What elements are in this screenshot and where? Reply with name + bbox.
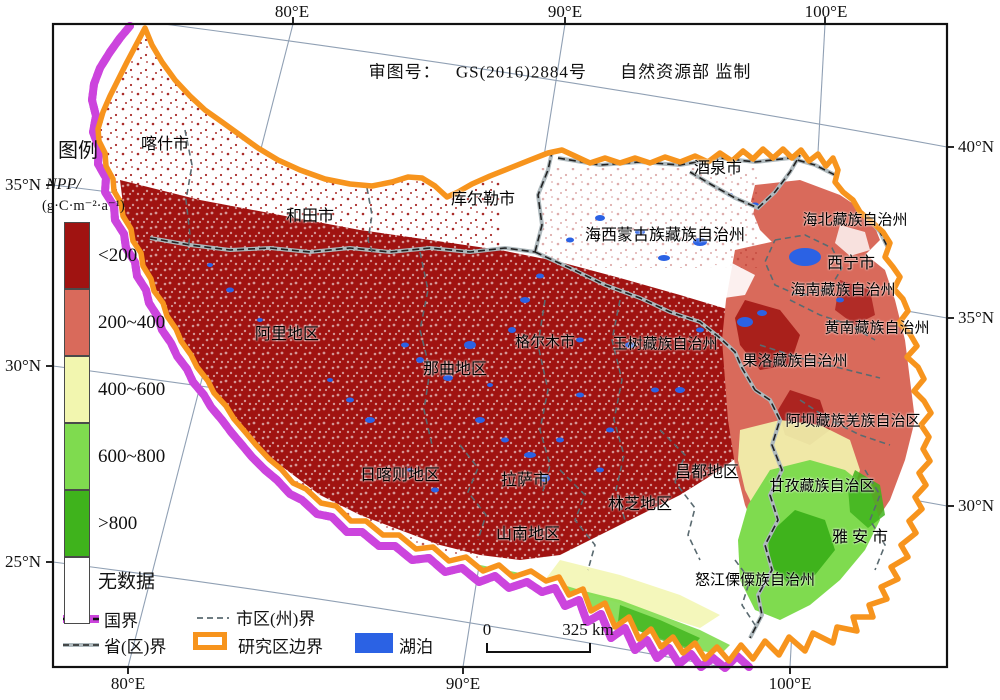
label-geermu: 格尔木市 xyxy=(514,334,576,351)
axis-bottom-80e: 80°E xyxy=(110,674,146,693)
national-boundary-label: 国界 xyxy=(104,611,138,631)
legend-label-400-600: 400~600 xyxy=(98,379,166,400)
legend-label-lt200: <200 xyxy=(98,245,138,266)
label-changdu: 昌都地区 xyxy=(674,464,740,481)
national-boundary-line xyxy=(88,22,753,672)
legend-swatch-nodata xyxy=(64,557,90,624)
label-lasa: 拉萨市 xyxy=(500,472,550,489)
scale-start: 0 xyxy=(482,620,492,639)
label-hetian: 和田市 xyxy=(285,208,335,225)
scale-bar xyxy=(486,643,591,653)
publisher: 自然资源部 监制 xyxy=(620,62,752,82)
label-ganzi: 甘孜藏族自治区 xyxy=(769,478,875,495)
scale-end: 325 km xyxy=(562,620,614,639)
axis-left-25n: 25°N xyxy=(4,552,42,571)
approval-label: 审图号： xyxy=(368,62,441,82)
label-haibei: 海北藏族自治州 xyxy=(802,212,908,229)
axis-bottom-100e: 100°E xyxy=(768,674,812,693)
axis-top-90e: 90°E xyxy=(547,2,583,21)
legend-npp-label: NPP/ xyxy=(46,176,81,193)
legend-swatch-400-600 xyxy=(64,356,90,423)
label-jiuquan: 酒泉市 xyxy=(693,160,743,177)
label-shannan: 山南地区 xyxy=(495,526,561,543)
prefecture-boundary-label: 市区(州)界 xyxy=(236,609,316,629)
legend-swatch-lt200 xyxy=(64,222,90,289)
label-kuerle: 库尔勒市 xyxy=(450,191,516,208)
lakes xyxy=(207,193,844,493)
legend-title: 图例 xyxy=(58,140,98,162)
axis-top-80e: 80°E xyxy=(274,2,310,21)
legend-npp-unit: (g·C·m⁻²·a⁻¹) xyxy=(42,198,125,214)
label-hainan: 海南藏族自治州 xyxy=(790,282,896,299)
legend-swatch-200-400 xyxy=(64,289,90,356)
label-linzhi: 林芝地区 xyxy=(607,496,673,513)
lake-swatch xyxy=(355,633,393,653)
axis-left-35n: 35°N xyxy=(4,175,42,194)
label-nujiang: 怒江傈僳族自治州 xyxy=(694,572,816,589)
legend-swatch-600-800 xyxy=(64,423,90,490)
label-naqu: 那曲地区 xyxy=(422,361,488,378)
axis-bottom-90e: 90°E xyxy=(445,674,481,693)
axis-right-30n: 30°N xyxy=(957,496,995,515)
lake-label: 湖泊 xyxy=(399,637,433,657)
axis-top-100e: 100°E xyxy=(804,2,848,21)
label-rikaze: 日喀则地区 xyxy=(359,467,441,484)
approval-number: GS(2016)2884号 xyxy=(455,62,587,82)
axis-left-30n: 30°N xyxy=(4,356,42,375)
legend-label-600-800: 600~800 xyxy=(98,446,166,467)
approval-note: 审图号： GS(2016)2884号 自然资源部 监制 xyxy=(369,58,762,83)
axis-right-40n: 40°N xyxy=(957,137,995,156)
legend-label-nodata: 无数据 xyxy=(98,571,156,593)
study-area-swatch xyxy=(193,632,227,650)
legend-swatch-gt800 xyxy=(64,490,90,557)
axis-right-35n: 35°N xyxy=(957,308,995,327)
study-area-boundary xyxy=(95,25,934,664)
legend-label-gt800: >800 xyxy=(98,513,138,534)
label-haixi: 海西蒙古族藏族自治州 xyxy=(584,227,746,244)
label-yaan: 雅安市 xyxy=(831,529,893,546)
label-ali: 阿里地区 xyxy=(254,326,320,343)
province-boundary-label: 省(区)界 xyxy=(104,637,167,657)
label-guoluo: 果洛藏族自治州 xyxy=(742,353,848,370)
label-huangnan: 黄南藏族自治州 xyxy=(824,320,930,337)
map-frame xyxy=(46,17,954,674)
label-yushu: 玉树藏族自治州 xyxy=(612,336,718,353)
label-kashi: 喀什市 xyxy=(140,136,190,153)
label-xining: 西宁市 xyxy=(826,255,876,272)
study-area-label: 研究区边界 xyxy=(238,637,323,657)
label-aba: 阿坝藏族羌族自治区 xyxy=(785,413,921,430)
legend-label-200-400: 200~400 xyxy=(98,312,166,333)
